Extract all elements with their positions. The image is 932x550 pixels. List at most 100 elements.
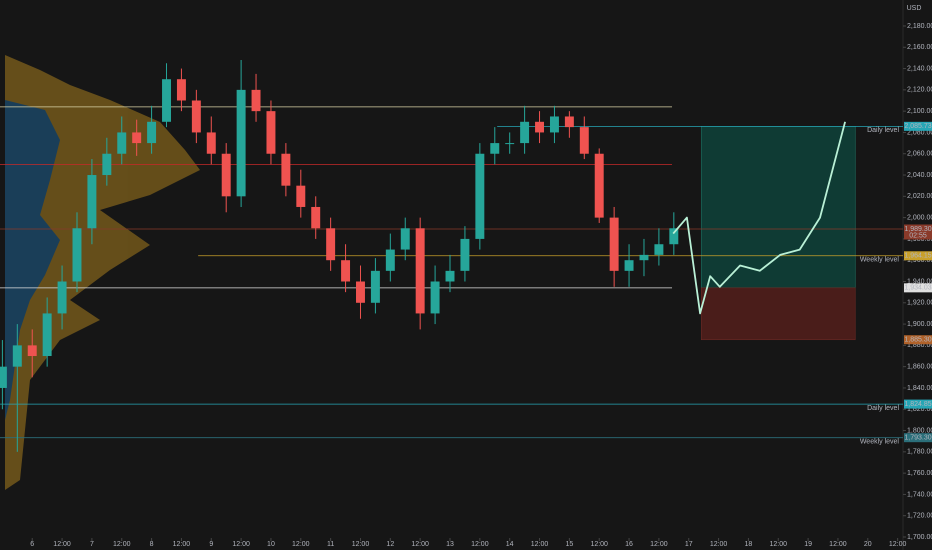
y-tick-label: 1,720.00: [907, 513, 932, 520]
y-tick-label: 2,180.00: [907, 23, 932, 30]
candle-body: [102, 153, 112, 176]
candle-body: [266, 111, 276, 154]
price-label-box: [904, 224, 932, 240]
price-label: 1,989.30: [904, 226, 931, 233]
price-label-box: [904, 399, 932, 409]
y-tick-label: 1,840.00: [907, 385, 932, 392]
y-tick-label: 1,820.00: [907, 406, 932, 413]
x-tick-label: 16: [625, 541, 633, 548]
y-tick-label: 2,020.00: [907, 193, 932, 200]
volume-profile: [5, 55, 200, 490]
price-label: 1,964.15: [904, 253, 931, 260]
x-tick-label: 12:00: [352, 541, 370, 548]
y-tick-label: 2,160.00: [907, 44, 932, 51]
x-tick-label: 12:00: [590, 541, 608, 548]
candles: [0, 60, 679, 452]
candle-body: [624, 260, 634, 271]
candle-body: [251, 89, 261, 112]
price-label: 1,793.30: [904, 435, 931, 442]
x-tick-label: 10: [267, 541, 275, 548]
y-tick-label: 1,900.00: [907, 321, 932, 328]
x-tick-label: 12:00: [471, 541, 489, 548]
x-tick-label: 17: [685, 541, 693, 548]
candle-body: [206, 132, 216, 154]
y-tick-label: 2,140.00: [907, 65, 932, 72]
projection-path: [672, 121, 846, 315]
candle-body: [0, 366, 7, 388]
y-tick-label: 2,060.00: [907, 151, 932, 158]
candle-body: [281, 153, 291, 186]
level-name: Weekly level: [860, 257, 900, 264]
y-tick-label: 2,120.00: [907, 87, 932, 94]
level-name: Weekly level: [860, 439, 900, 446]
candle-body: [564, 116, 574, 128]
y-tick-label: 1,700.00: [907, 534, 932, 541]
x-tick-label: 18: [745, 541, 753, 548]
x-tick-label: 12:00: [889, 541, 907, 548]
price-label-box: [904, 121, 932, 131]
x-tick-label: 7: [90, 541, 94, 548]
stop-zone: [700, 287, 856, 341]
candle-body: [87, 175, 97, 229]
candle-body: [57, 281, 67, 314]
y-tick-label: 2,100.00: [907, 108, 932, 115]
y-tick-label: 1,800.00: [907, 427, 932, 434]
candle-body: [236, 89, 246, 197]
candle-body: [579, 127, 589, 154]
y-tick-label: 1,760.00: [907, 470, 932, 477]
candle-body: [445, 270, 455, 282]
y-tick-label: 1,880.00: [907, 342, 932, 349]
candle-body: [490, 143, 500, 154]
candle-body: [669, 228, 679, 245]
candle-body: [385, 249, 395, 271]
x-tick-label: 12:00: [769, 541, 787, 548]
candle-body: [117, 132, 127, 154]
y-tick-label: 2,080.00: [907, 129, 932, 136]
candle-body: [475, 153, 485, 239]
y-tick-label: 1,940.00: [907, 278, 932, 285]
volume-profile-buy: [5, 100, 60, 420]
y-tick-label: 1,860.00: [907, 364, 932, 371]
target-zone: [700, 126, 856, 289]
candle-body: [162, 79, 171, 122]
candle-body: [296, 185, 306, 207]
price-label-box: [904, 433, 932, 443]
x-tick-label: 12:00: [411, 541, 429, 548]
candle-body: [356, 281, 365, 303]
level-name: Daily level: [867, 405, 899, 412]
candle-body: [132, 132, 142, 144]
price-label-box: [904, 335, 932, 345]
candle-body: [27, 345, 37, 357]
candle-body: [12, 345, 22, 367]
candle-body: [147, 121, 157, 144]
y-tick-label: 1,960.00: [907, 257, 932, 264]
candle-body: [535, 121, 545, 133]
candle-body: [520, 121, 530, 144]
price-label-box: [904, 251, 932, 261]
price-label: 1,824.85: [904, 401, 931, 408]
x-tick-label: 12:00: [650, 541, 668, 548]
price-label-box: [904, 283, 932, 293]
x-tick-label: 8: [150, 541, 154, 548]
x-tick-label: 20: [864, 541, 872, 548]
x-tick-label: 19: [804, 541, 812, 548]
x-tick-label: 12:00: [113, 541, 131, 548]
y-tick-label: 1,920.00: [907, 300, 932, 307]
candle-body: [505, 143, 515, 145]
x-tick-label: 6: [30, 541, 34, 548]
candle-body: [191, 100, 201, 133]
y-tick-label: 2,000.00: [907, 214, 932, 221]
x-tick-label: 12:00: [53, 541, 71, 548]
countdown: 02:55: [909, 232, 927, 239]
candle-body: [609, 217, 619, 271]
x-tick-label: 11: [327, 541, 334, 548]
candle-body: [176, 79, 186, 101]
x-tick-label: 12:00: [232, 541, 250, 548]
x-tick-label: 13: [446, 541, 454, 548]
price-label: 2,085.73: [904, 123, 931, 130]
x-tick-label: 9: [209, 541, 213, 548]
x-tick-label: 15: [565, 541, 573, 548]
candle-body: [341, 260, 351, 282]
